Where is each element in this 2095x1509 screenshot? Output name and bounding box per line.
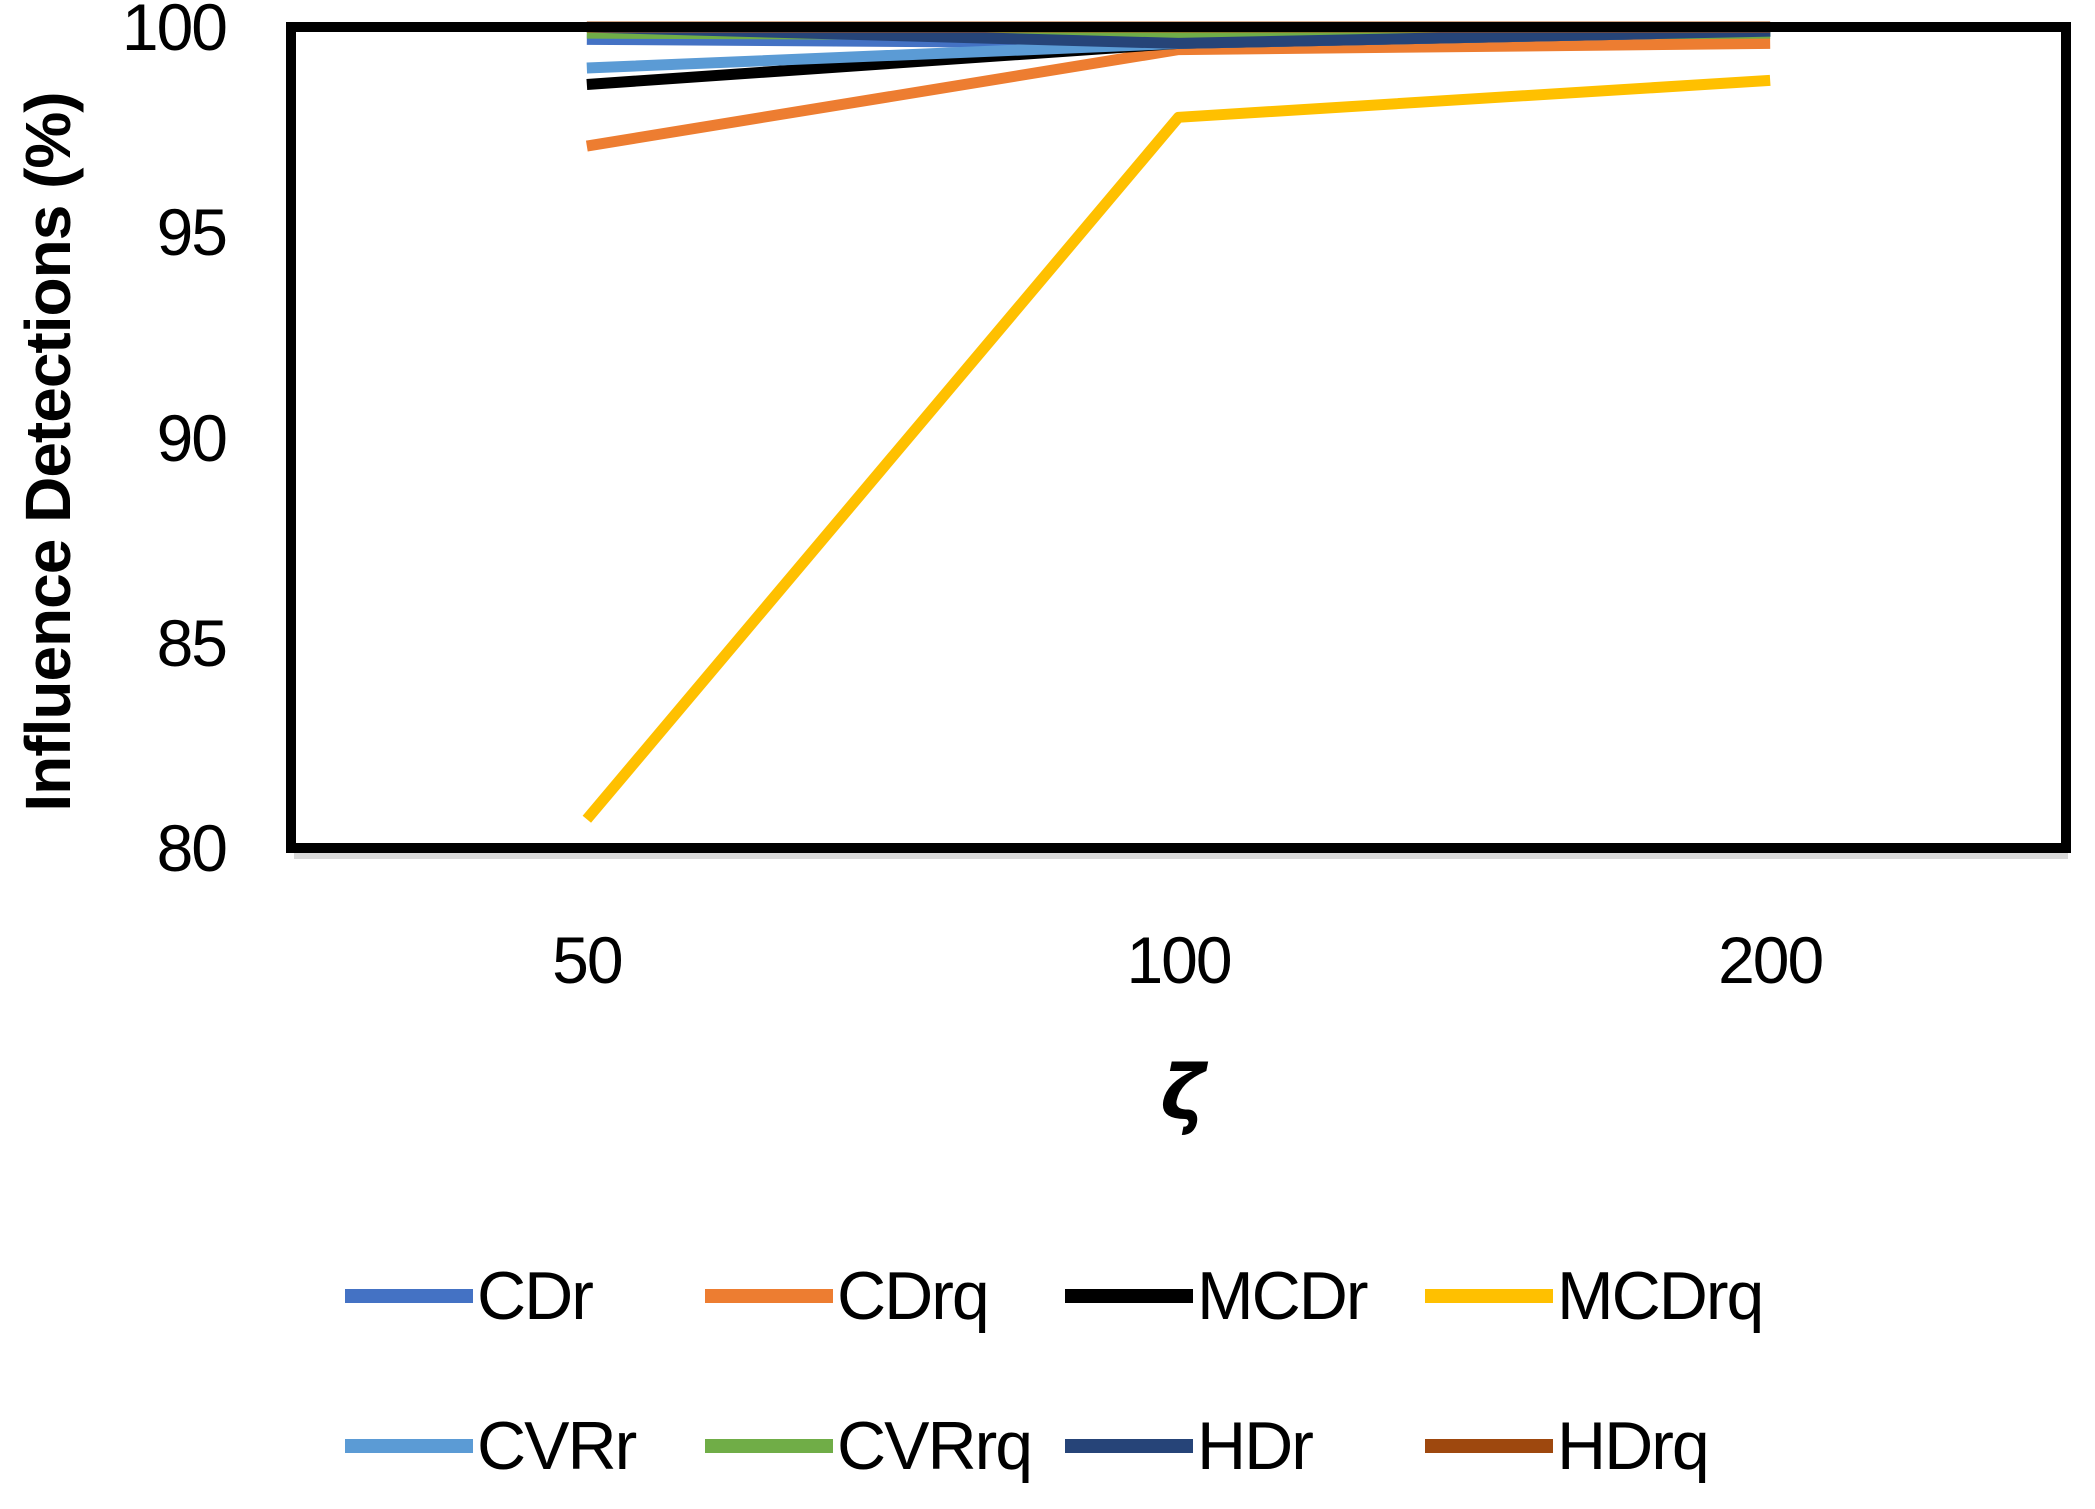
x-tick-label: 200	[1718, 923, 1824, 997]
x-tick-label: 100	[1126, 923, 1232, 997]
legend-label-HDrq: HDrq	[1557, 1408, 1710, 1484]
y-tick-label: 85	[156, 605, 228, 680]
legend-swatch-CVRrq	[705, 1439, 833, 1453]
legend-label-CDr: CDr	[477, 1258, 594, 1334]
x-tick-label: 50	[552, 923, 623, 997]
legend-label-CVRr: CVRr	[477, 1408, 637, 1484]
legend-swatch-HDr	[1065, 1439, 1193, 1453]
legend-swatch-CDrq	[705, 1289, 833, 1303]
series-lines-group	[582, 21, 1771, 823]
legend-label-CVRrq: CVRrq	[837, 1408, 1033, 1484]
legend-swatch-HDrq	[1425, 1439, 1553, 1453]
y-tick-label: 90	[156, 400, 228, 475]
x-axis-title: ζ	[1160, 1048, 1206, 1137]
series-line-MCDrq	[582, 74, 1771, 823]
series-line-CDrq	[585, 37, 1771, 152]
legend-label-HDr: HDr	[1197, 1408, 1314, 1484]
legend-label-MCDr: MCDr	[1197, 1258, 1369, 1334]
legend-swatch-MCDr	[1065, 1289, 1193, 1303]
legend-label-CDrq: CDrq	[837, 1258, 990, 1334]
y-tick-label: 100	[121, 0, 228, 64]
y-tick-label: 95	[156, 195, 228, 270]
plot-frame-border	[286, 22, 2071, 853]
legend-label-MCDrq: MCDrq	[1557, 1258, 1764, 1334]
y-tick-label: 80	[156, 811, 228, 885]
legend-swatch-MCDrq	[1425, 1289, 1553, 1303]
legend-swatch-CVRr	[345, 1439, 473, 1453]
legend-swatch-CDr	[345, 1289, 473, 1303]
